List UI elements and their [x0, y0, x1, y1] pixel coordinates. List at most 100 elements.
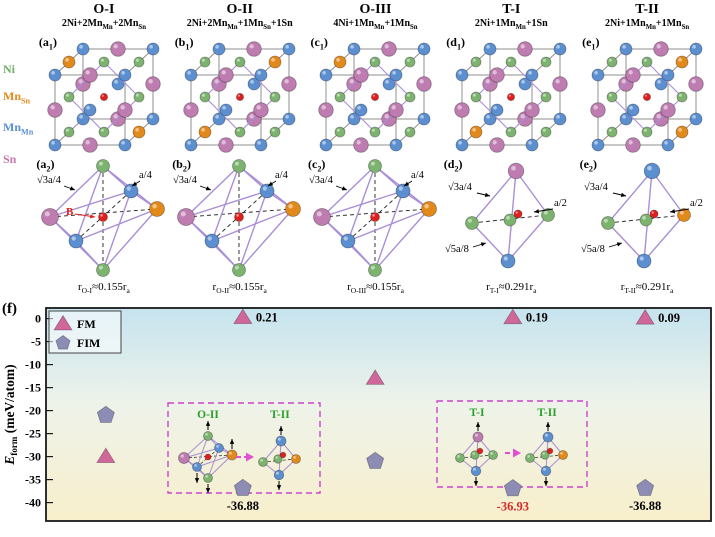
chart-legend: FM FIM	[48, 310, 122, 354]
sn-atom	[552, 76, 568, 92]
sn-atom	[82, 137, 98, 153]
ni-atom	[98, 56, 110, 68]
sn-atom	[353, 137, 370, 153]
legend-fm-label: FM	[77, 317, 96, 331]
column-formula: 4Ni+1MnMn+1MnSn	[333, 18, 418, 31]
panel-label: (c1)	[310, 35, 328, 52]
b-atom	[546, 447, 554, 455]
vertex-atom	[558, 450, 568, 460]
b-atom	[98, 212, 109, 222]
ni-atom	[505, 126, 517, 138]
mn-mn-atom	[483, 42, 497, 56]
fm-triangle-marker	[503, 308, 523, 325]
sn-atom	[660, 102, 676, 118]
mn-mn-atom	[320, 68, 333, 82]
sn-atom	[145, 76, 161, 92]
vertex-atom	[472, 431, 484, 443]
mn-mn-atom	[146, 42, 160, 56]
b-atom	[99, 93, 108, 102]
unit-cell-structure	[454, 41, 568, 153]
unit-cell-structure	[47, 41, 161, 153]
edge-length-label: √3a/4	[448, 181, 473, 193]
mn-mn-atom	[320, 138, 333, 152]
sn-atom	[110, 41, 126, 57]
panel-label: (d1)	[446, 35, 466, 52]
column-formula: 2Ni+1MnMn+1MnSn	[605, 18, 690, 31]
mn-mn-atom	[355, 103, 368, 117]
ni-atom	[606, 91, 618, 103]
vertex-atom	[540, 208, 555, 222]
ni-atom	[470, 450, 480, 460]
fim-pentagon-marker	[233, 478, 252, 496]
ni-atom	[455, 453, 465, 463]
vertex-atom	[291, 454, 301, 464]
point-value-label: -36.88	[227, 499, 259, 513]
mn-sn-atom	[226, 449, 238, 461]
fm-triangle-marker	[635, 308, 655, 325]
ni-atom	[368, 159, 382, 173]
sn-atom	[489, 137, 505, 153]
ni-atom	[606, 56, 618, 68]
mn-mn-atom	[591, 138, 605, 152]
sn-atom	[313, 208, 331, 226]
mn-mn-atom	[68, 233, 84, 249]
ni-atom	[133, 91, 145, 103]
mn-mn-atom	[247, 77, 261, 91]
sn-atom	[416, 76, 433, 92]
vertex-atom	[275, 435, 287, 447]
edge-length-label: √3a/4	[37, 174, 62, 186]
sn-atom	[388, 102, 405, 118]
edge-length-label: √5a/8	[581, 243, 605, 255]
mn-sn-atom	[285, 201, 302, 217]
plot-area	[45, 307, 712, 522]
ni-atom	[600, 216, 615, 230]
ni-atom	[96, 159, 111, 173]
point-value-label: -36.93	[497, 499, 529, 513]
legend-mn-mn: MnMn	[3, 120, 34, 137]
mn-mn-atom	[76, 112, 90, 126]
b-site-label: B	[66, 206, 74, 218]
ni-atom	[63, 126, 75, 138]
mn-mn-atom	[48, 138, 62, 152]
unit-cell-structure	[182, 41, 297, 153]
y-tick-label: -30	[25, 450, 41, 464]
mn-mn-atom	[654, 77, 668, 91]
mn-mn-atom	[219, 103, 233, 117]
unit-cell-structure	[590, 41, 704, 153]
point-value-label: 0.21	[256, 311, 278, 325]
panel-label: (e2)	[579, 157, 597, 174]
mn-sn-atom	[268, 55, 282, 69]
ni-atom	[335, 126, 346, 138]
ni-atom	[335, 91, 346, 103]
b-atom	[370, 212, 380, 222]
mn-sn-atom	[421, 201, 437, 217]
b-atom	[371, 93, 380, 102]
ni-atom	[269, 126, 281, 138]
ni-atom	[368, 263, 382, 277]
sn-atom	[41, 208, 60, 226]
ni-atom	[63, 91, 75, 103]
b-atom	[513, 209, 523, 219]
y-tick-label: -5	[31, 335, 41, 349]
sn-atom	[217, 137, 234, 153]
sn-atom	[653, 41, 669, 57]
mn-mn-atom	[282, 42, 296, 56]
interstitial-radius-label: rO-I≈0.155ra	[77, 281, 130, 296]
fm-triangle-marker	[233, 308, 253, 325]
b-atom	[643, 93, 652, 102]
ni-atom	[98, 126, 110, 138]
y-tick-label: -15	[25, 381, 41, 395]
ni-atom	[232, 263, 247, 277]
mn-mn-atom	[204, 233, 220, 249]
vertex-atom	[542, 431, 554, 443]
vertex-atom	[488, 450, 498, 460]
column-formula: 2Ni+1MnMn+1Sn	[474, 18, 548, 31]
edge-length-label: √3a/4	[584, 181, 609, 193]
ni-atom	[464, 216, 479, 230]
mn-mn-atom	[259, 183, 275, 199]
mn-mn-atom	[184, 138, 198, 152]
ni-atom	[540, 91, 552, 103]
mn-mn-atom	[340, 233, 356, 249]
panel-label: (a1)	[38, 35, 57, 52]
